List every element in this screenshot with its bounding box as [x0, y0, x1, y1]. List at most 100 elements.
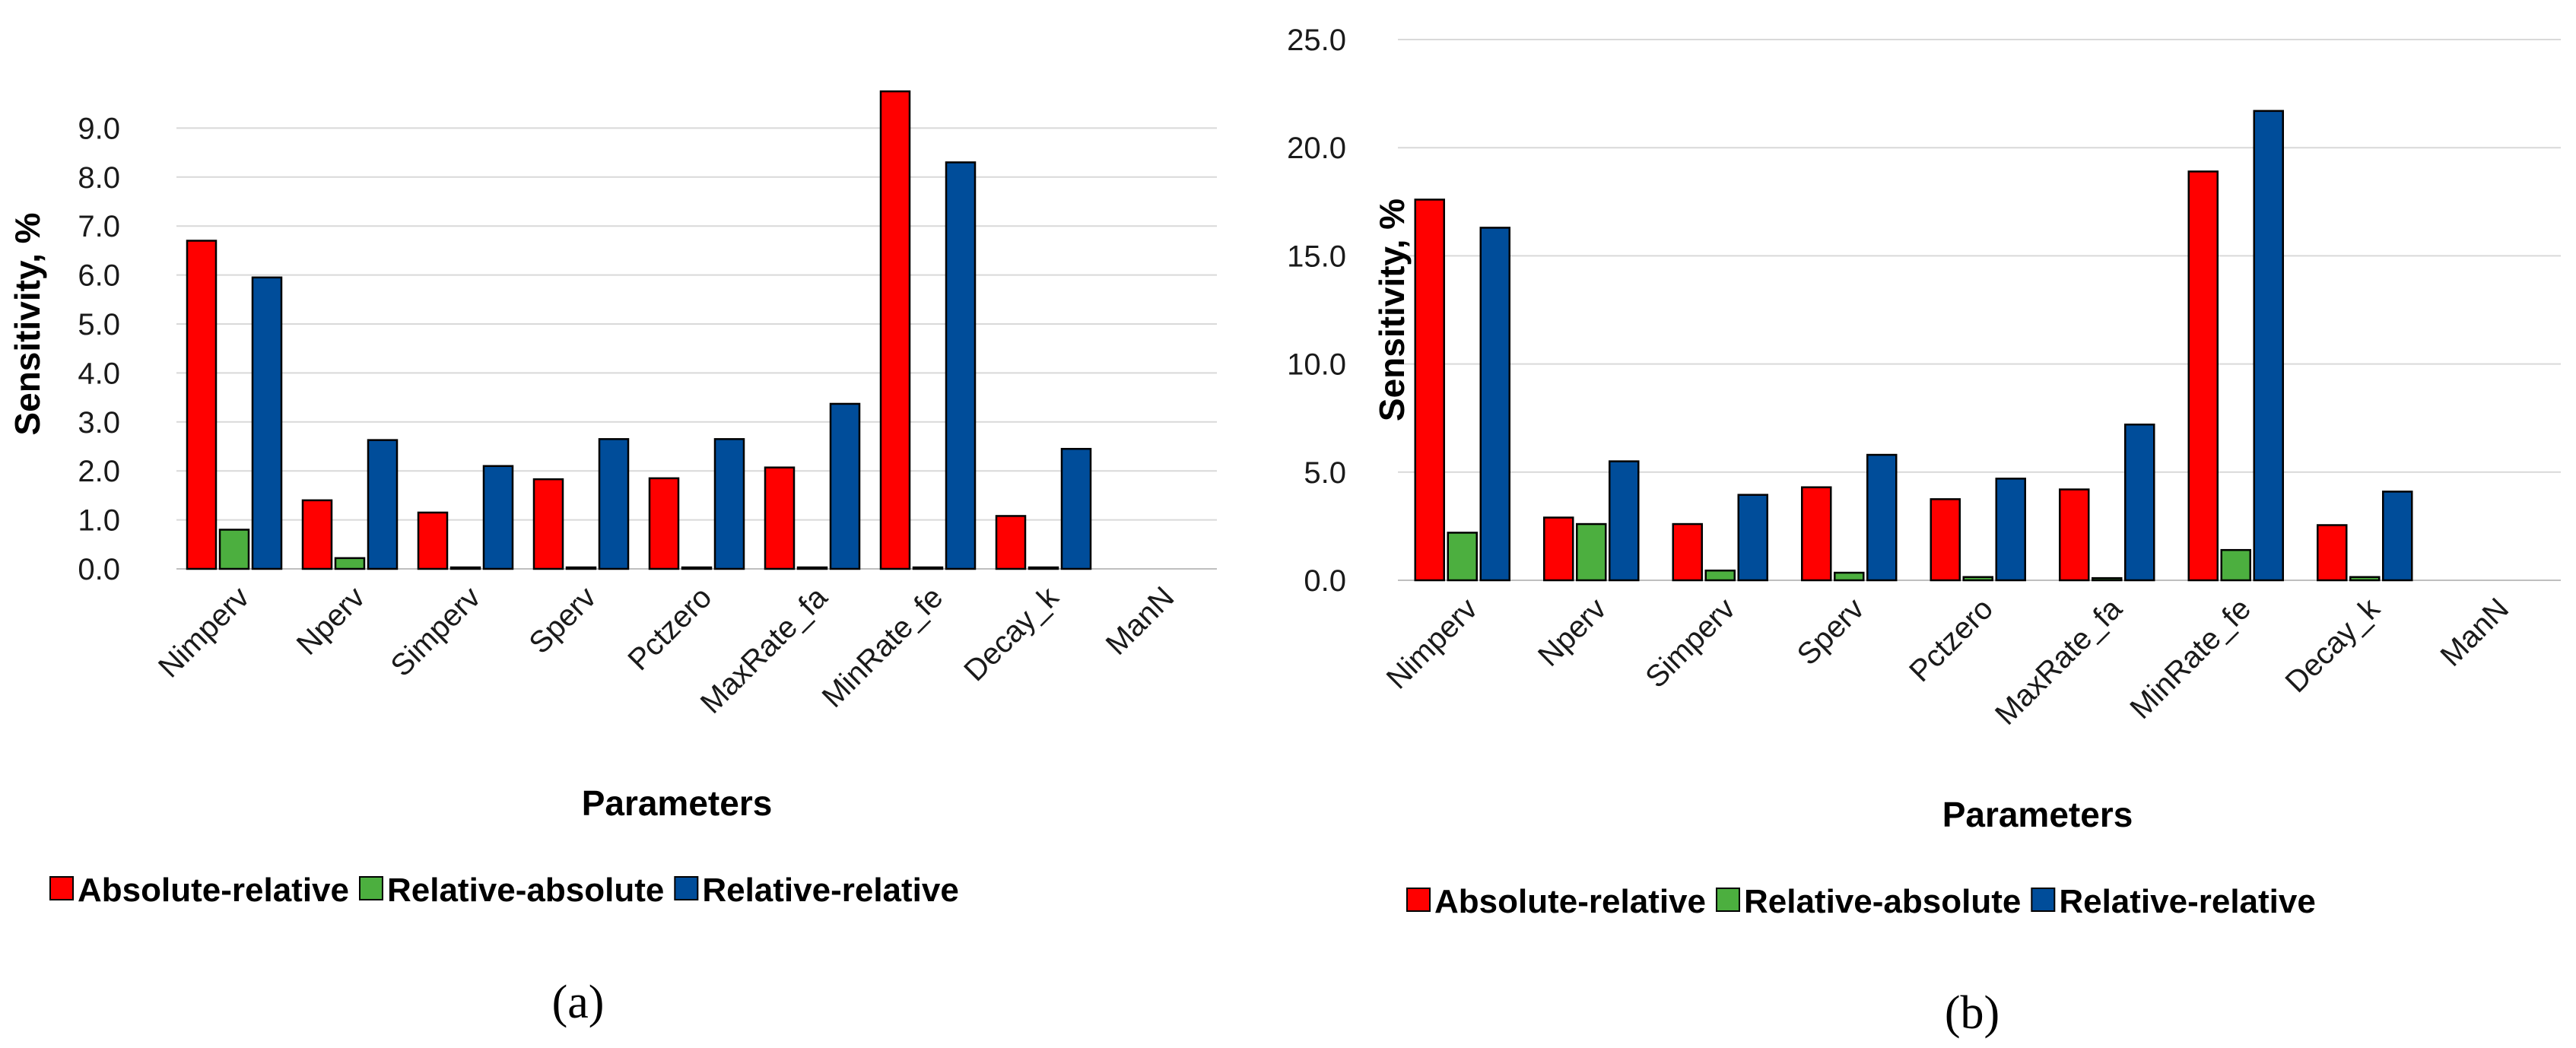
bar-relative-relative-sperv	[1866, 453, 1898, 582]
x-tick-label: Sperv	[523, 580, 602, 660]
bar-relative-relative-simperv	[1737, 494, 1768, 582]
legend-swatch	[2031, 888, 2056, 912]
bar-absolute-relative-pctzero	[648, 477, 680, 570]
x-tick-label: ManN	[2435, 592, 2516, 673]
y-axis-title: Sensitivity, %	[8, 212, 47, 435]
bar-relative-absolute-decay_k	[1028, 566, 1059, 570]
bar-relative-absolute-maxrate_fa	[2092, 576, 2123, 582]
chart-panel-b: 0.0 5.0 10.0 15.0 20.0 25.0 Nimperv Nperv Simper…	[1287, 24, 2561, 1039]
legend-swatch	[49, 876, 74, 900]
y-tick-label: 10.0	[1287, 348, 1346, 382]
bar-relative-absolute-pctzero	[681, 566, 713, 570]
bar-relative-relative-decay_k	[1060, 447, 1092, 570]
bar-relative-absolute-minrate_fe	[912, 566, 944, 570]
x-tick-label: Pctzero	[621, 580, 718, 677]
bar-relative-absolute-nimperv	[1447, 532, 1478, 582]
legend-swatch	[358, 876, 383, 900]
x-tick-label: Nperv	[1532, 592, 1613, 673]
bar-relative-relative-minrate_fe	[945, 161, 977, 570]
y-tick-label: 15.0	[1287, 240, 1346, 273]
bar-absolute-relative-simperv	[1672, 522, 1703, 582]
bar-relative-absolute-nperv	[1576, 522, 1607, 582]
y-tick-label: 1.0	[78, 504, 120, 538]
y-tick-label: 2.0	[78, 455, 120, 488]
y-tick-label: 0.0	[78, 553, 120, 586]
bar-relative-absolute-simperv	[449, 566, 481, 570]
bar-absolute-relative-simperv	[417, 511, 449, 570]
y-tick-label: 5.0	[1304, 456, 1346, 490]
bar-relative-absolute-maxrate_fa	[796, 566, 828, 570]
y-tick-label: 4.0	[78, 357, 120, 390]
bar-absolute-relative-nperv	[301, 499, 333, 570]
x-tick-label: MinRate_fe	[816, 580, 950, 714]
x-tick-label: MinRate_fe	[2123, 592, 2257, 726]
y-tick-label: 3.0	[78, 406, 120, 440]
x-tick-label: Decay_k	[2279, 592, 2387, 700]
x-tick-label: Nperv	[291, 580, 372, 662]
y-tick-label: 20.0	[1287, 132, 1346, 165]
x-tick-label: Nimperv	[152, 580, 256, 684]
legend-label: Absolute-relative	[1434, 883, 1706, 920]
bar-relative-relative-pctzero	[713, 438, 745, 570]
x-tick-label: Simperv	[1639, 592, 1742, 694]
bar-absolute-relative-sperv	[1801, 486, 1832, 582]
panel-label: (a)	[552, 977, 605, 1028]
bar-relative-absolute-simperv	[1704, 569, 1736, 582]
legend-label: Relative-absolute	[1744, 883, 2021, 920]
x-tick-label: ManN	[1100, 580, 1181, 662]
y-axis-title: Sensitivity, %	[1372, 198, 1412, 421]
bar-relative-relative-minrate_fe	[2253, 110, 2284, 582]
legend-label: Relative-relative	[702, 872, 959, 909]
bar-relative-relative-nimperv	[1479, 227, 1510, 582]
bar-absolute-relative-maxrate_fa	[764, 466, 796, 570]
legend-swatch	[1406, 888, 1431, 912]
bar-relative-relative-nperv	[1609, 460, 1640, 582]
y-tick-label: 0.0	[1304, 564, 1346, 598]
panel-label: (b)	[1945, 987, 1999, 1039]
bar-relative-absolute-nperv	[334, 557, 366, 570]
bar-relative-relative-maxrate_fa	[2124, 423, 2155, 582]
bar-relative-relative-pctzero	[1995, 478, 2026, 582]
x-axis-title: Parameters	[582, 783, 773, 823]
chart-panel-a: 0.0 1.0 2.0 3.0 4.0 5.0 6.0 7.0 8.0 9.0 Nimperv Npe…	[8, 90, 1217, 1028]
legend-label: Absolute-relative	[78, 872, 349, 909]
bar-relative-relative-simperv	[482, 465, 514, 570]
y-tick-label: 6.0	[78, 259, 120, 293]
x-tick-label: Nimperv	[1380, 592, 1484, 695]
x-tick-label: Pctzero	[1903, 592, 1999, 688]
x-axis-title: Parameters	[1942, 795, 2133, 834]
bar-relative-absolute-sperv	[1834, 571, 1865, 582]
bar-relative-absolute-decay_k	[2349, 576, 2381, 582]
bar-relative-absolute-sperv	[565, 566, 597, 570]
bar-absolute-relative-nimperv	[186, 240, 218, 570]
bar-relative-relative-maxrate_fa	[829, 402, 861, 570]
legend-label: Relative-absolute	[387, 872, 664, 909]
legend: Absolute-relative Relative-absolute Relati…	[1406, 883, 2316, 920]
y-tick-label: 25.0	[1287, 24, 1346, 57]
bar-absolute-relative-minrate_fe	[879, 90, 911, 570]
bar-relative-absolute-nimperv	[218, 529, 250, 570]
bar-absolute-relative-maxrate_fa	[2059, 488, 2090, 582]
x-tick-label: Decay_k	[958, 580, 1066, 688]
x-tick-label: MaxRate_fa	[694, 580, 834, 720]
bar-relative-relative-decay_k	[2382, 491, 2413, 582]
bar-absolute-relative-minrate_fe	[2187, 170, 2219, 582]
bar-absolute-relative-pctzero	[1930, 498, 1961, 582]
x-tick-label: Sperv	[1791, 592, 1871, 672]
y-tick-label: 9.0	[78, 112, 120, 145]
y-tick-label: 5.0	[78, 308, 120, 341]
y-tick-label: 8.0	[78, 161, 120, 195]
x-tick-label: MaxRate_fa	[1989, 592, 2129, 732]
bar-absolute-relative-sperv	[532, 478, 564, 570]
bar-relative-relative-nperv	[367, 439, 399, 570]
bar-absolute-relative-nperv	[1543, 516, 1574, 582]
bar-relative-relative-sperv	[598, 438, 630, 570]
bar-absolute-relative-nimperv	[1414, 198, 1445, 582]
bar-absolute-relative-decay_k	[995, 515, 1027, 570]
legend-swatch	[674, 876, 699, 900]
x-tick-label: Simperv	[385, 580, 488, 683]
bar-relative-absolute-minrate_fe	[2220, 548, 2251, 582]
legend: Absolute-relative Relative-absolute Relati…	[49, 872, 959, 909]
bar-relative-absolute-pctzero	[1962, 576, 1993, 582]
legend-swatch	[1715, 888, 1740, 912]
